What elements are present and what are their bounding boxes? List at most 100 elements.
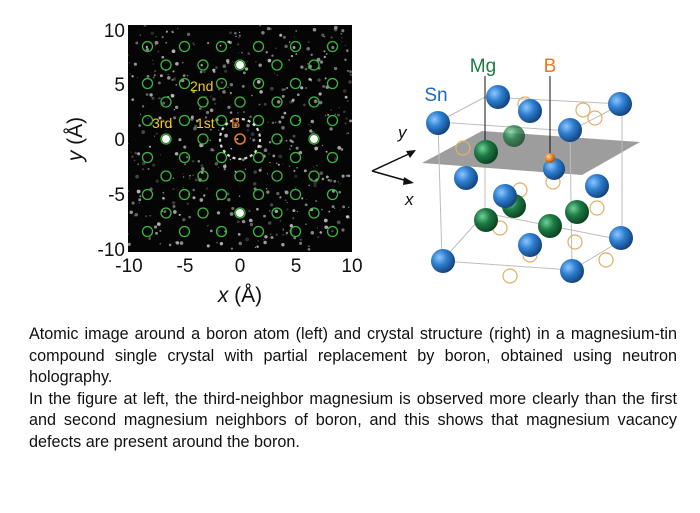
speckle-dot — [263, 214, 266, 218]
speckle-dot — [136, 76, 139, 79]
speckle-dot — [172, 77, 177, 81]
speckle-dot — [182, 186, 185, 189]
speckle-dot — [159, 154, 162, 156]
speckle-dot — [148, 237, 152, 240]
speckle-dot — [310, 119, 315, 124]
speckle-dot — [321, 208, 323, 211]
speckle-dot — [315, 175, 317, 178]
mg-atom — [565, 200, 589, 224]
speckle-dot — [153, 74, 156, 77]
speckle-dot — [337, 145, 342, 150]
speckle-dot — [136, 189, 141, 194]
figure-caption: Atomic image around a boron atom (left) … — [29, 324, 677, 453]
speckle-dot — [239, 185, 241, 187]
speckle-dot — [127, 53, 130, 56]
neighbor-ring — [271, 59, 283, 71]
speckle-dot — [323, 55, 326, 59]
speckle-dot — [306, 199, 308, 201]
speckle-dot — [151, 96, 154, 99]
speckle-dot — [154, 69, 157, 73]
neighbor-ring — [141, 77, 154, 90]
speckle-dot — [333, 207, 336, 209]
speckle-dot — [326, 226, 329, 229]
speckle-dot — [198, 90, 200, 92]
speckle-dot — [269, 210, 271, 212]
speckle-dot — [216, 241, 219, 244]
speckle-dot — [250, 132, 255, 136]
speckle-dot — [279, 220, 282, 222]
speckle-dot — [278, 154, 283, 159]
x-axis-label: x (Å) — [217, 284, 262, 307]
speckle-dot — [175, 61, 179, 66]
speckle-dot — [186, 202, 189, 205]
speckle-dot — [246, 123, 250, 128]
speckle-dot — [344, 122, 347, 125]
speckle-dot — [256, 245, 259, 248]
speckle-dot — [139, 195, 142, 198]
speckle-dot — [254, 246, 257, 248]
speckle-dot — [150, 31, 155, 36]
center-white-ring — [218, 117, 262, 161]
speckle-dot — [157, 81, 161, 85]
speckle-dot — [328, 179, 333, 183]
neighbor-ring — [308, 207, 320, 219]
speckle-dot — [127, 190, 130, 193]
speckle-dot — [179, 241, 184, 245]
speckle-dot — [313, 166, 315, 168]
speckle-dot — [224, 69, 228, 73]
speckle-dot — [267, 58, 272, 63]
speckle-dot — [128, 62, 130, 64]
speckle-dot — [285, 231, 289, 235]
speckle-dot — [242, 110, 246, 114]
speckle-dot — [174, 105, 179, 110]
speckle-dot — [168, 243, 172, 247]
speckle-dot — [173, 109, 176, 111]
speckle-dot — [145, 45, 148, 49]
speckle-dot — [127, 142, 129, 145]
speckle-dot — [324, 225, 328, 229]
speckle-dot — [152, 63, 155, 65]
speckle-dot — [284, 44, 288, 49]
speckle-dot — [337, 113, 340, 117]
speckle-dot — [155, 36, 157, 38]
neighbor-ring — [308, 133, 320, 145]
speckle-dot — [212, 97, 216, 101]
speckle-dot — [313, 181, 317, 185]
y-axis-label: y (Å) — [64, 117, 87, 163]
speckle-dot — [256, 80, 261, 84]
speckle-dot — [162, 101, 166, 105]
speckle-dot — [235, 35, 237, 38]
speckle-dot — [198, 107, 202, 110]
speckle-dot — [139, 113, 141, 115]
hologram-bright-spots — [162, 61, 318, 217]
speckle-dot — [230, 47, 232, 49]
speckle-dot — [238, 52, 240, 54]
speckle-dot — [283, 111, 287, 115]
speckle-dot — [325, 175, 329, 179]
speckle-dot — [238, 241, 243, 246]
speckle-dot — [314, 99, 317, 102]
speckle-dot — [338, 107, 340, 109]
speckle-dot — [303, 169, 307, 173]
speckle-dot — [269, 161, 271, 164]
speckle-dot — [277, 163, 280, 166]
speckle-dot — [259, 24, 262, 27]
speckle-dot — [300, 65, 304, 69]
speckle-dot — [182, 74, 186, 77]
speckle-dot — [289, 224, 293, 228]
speckle-dot — [325, 151, 328, 153]
speckle-dot — [238, 37, 240, 39]
bright-spot — [310, 135, 318, 143]
speckle-dot — [318, 100, 323, 105]
speckle-dot — [304, 203, 308, 207]
speckle-dot — [238, 31, 241, 34]
speckle-dot — [293, 236, 297, 240]
speckle-dot — [216, 229, 220, 233]
speckle-dot — [151, 59, 154, 62]
speckle-dot — [330, 36, 333, 39]
neighbor-ring — [160, 59, 172, 71]
caption-paragraph-2: In the figure at left, the third-neighbo… — [29, 389, 677, 451]
speckle-dot — [346, 133, 348, 135]
speckle-dot — [271, 54, 274, 57]
speckle-dot — [282, 229, 285, 231]
